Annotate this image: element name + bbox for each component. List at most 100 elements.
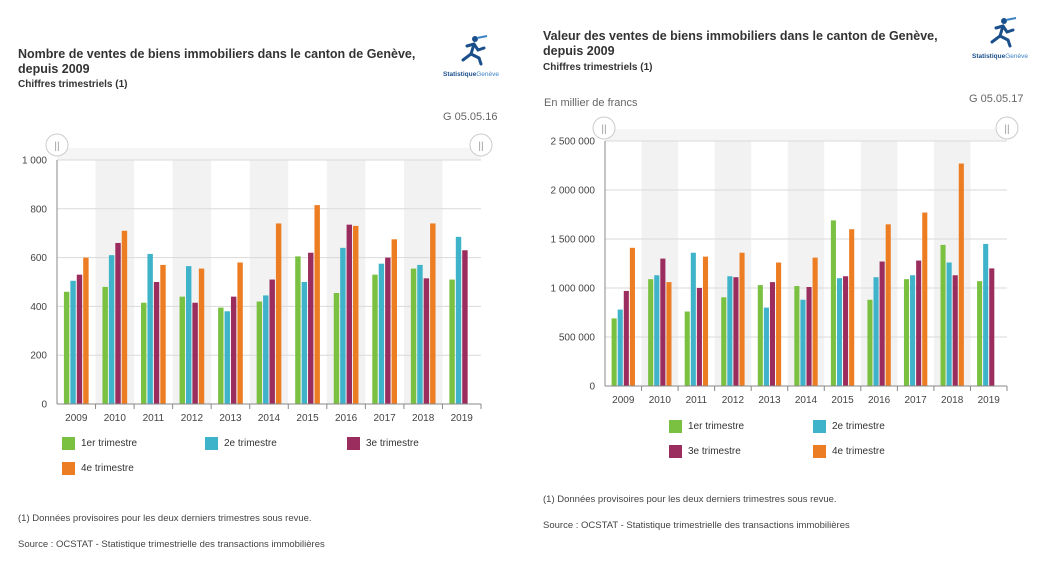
bar-1er-trimestre-2010[interactable] [648, 279, 654, 386]
bar-2e-trimestre-2017[interactable] [378, 263, 385, 404]
legend-item-3[interactable]: 3e trimestre [347, 436, 419, 450]
bar-2e-trimestre-2011[interactable] [147, 253, 153, 404]
bar-3e-trimestre-2019[interactable] [989, 268, 995, 386]
bar-3e-trimestre-2013[interactable] [769, 282, 776, 386]
bar-4e-trimestre-2013[interactable] [237, 262, 243, 404]
range-handle-left[interactable]: || [45, 133, 69, 157]
legend-item-4[interactable]: 4e trimestre [62, 461, 134, 475]
bar-3e-trimestre-2014[interactable] [806, 287, 812, 386]
bar-3e-trimestre-2018[interactable] [952, 275, 958, 386]
bar-1er-trimestre-2014[interactable] [256, 301, 263, 404]
bar-3e-trimestre-2009[interactable] [76, 274, 83, 404]
bar-3e-trimestre-2015[interactable] [843, 276, 849, 386]
legend-item-1[interactable]: 1er trimestre [62, 436, 137, 450]
bar-4e-trimestre-2018[interactable] [958, 163, 964, 386]
bar-3e-trimestre-2011[interactable] [696, 288, 702, 386]
bar-3e-trimestre-2013[interactable] [230, 296, 237, 404]
bar-1er-trimestre-2016[interactable] [333, 292, 340, 404]
bar-1er-trimestre-2018[interactable] [940, 244, 946, 386]
bar-3e-trimestre-2019[interactable] [462, 250, 468, 404]
bar-1er-trimestre-2016[interactable] [867, 299, 873, 386]
legend-item-4[interactable]: 4e trimestre [813, 444, 885, 458]
legend-item-2[interactable]: 2e trimestre [205, 436, 277, 450]
bar-1er-trimestre-2017[interactable] [903, 279, 910, 386]
bar-4e-trimestre-2010[interactable] [666, 282, 672, 386]
bar-2e-trimestre-2013[interactable] [763, 307, 769, 386]
bar-2e-trimestre-2017[interactable] [910, 275, 916, 386]
range-handle-right[interactable]: || [469, 133, 493, 157]
bar-4e-trimestre-2009[interactable] [629, 247, 635, 386]
legend-item-2[interactable]: 2e trimestre [813, 419, 885, 433]
bar-1er-trimestre-2012[interactable] [721, 297, 727, 386]
bar-2e-trimestre-2019[interactable] [455, 236, 462, 404]
bar-3e-trimestre-2016[interactable] [879, 261, 885, 386]
bar-3e-trimestre-2018[interactable] [423, 278, 430, 404]
bar-2e-trimestre-2019[interactable] [983, 243, 989, 386]
bar-2e-trimestre-2015[interactable] [301, 282, 308, 404]
bar-2e-trimestre-2009[interactable] [617, 309, 623, 386]
bar-4e-trimestre-2009[interactable] [83, 257, 89, 404]
bar-2e-trimestre-2013[interactable] [224, 311, 230, 404]
bar-1er-trimestre-2011[interactable] [141, 302, 147, 404]
bar-2e-trimestre-2010[interactable] [108, 255, 115, 404]
legend-item-1[interactable]: 1er trimestre [669, 419, 744, 433]
bar-2e-trimestre-2016[interactable] [873, 277, 879, 386]
bar-4e-trimestre-2014[interactable] [812, 257, 818, 386]
bar-2e-trimestre-2015[interactable] [836, 278, 843, 386]
bar-3e-trimestre-2010[interactable] [115, 242, 121, 404]
legend-item-3[interactable]: 3e trimestre [669, 444, 741, 458]
bar-1er-trimestre-2015[interactable] [830, 220, 836, 386]
bar-3e-trimestre-2015[interactable] [308, 252, 314, 404]
bar-4e-trimestre-2013[interactable] [776, 262, 782, 386]
bar-2e-trimestre-2009[interactable] [70, 280, 76, 404]
bar-3e-trimestre-2012[interactable] [733, 277, 739, 386]
bar-2e-trimestre-2018[interactable] [946, 262, 952, 386]
bar-3e-trimestre-2009[interactable] [623, 290, 629, 386]
bar-2e-trimestre-2011[interactable] [690, 252, 696, 386]
bar-4e-trimestre-2017[interactable] [922, 212, 928, 386]
bar-1er-trimestre-2009[interactable] [611, 318, 617, 386]
bar-1er-trimestre-2010[interactable] [102, 286, 108, 404]
bar-2e-trimestre-2012[interactable] [727, 276, 733, 386]
bar-2e-trimestre-2014[interactable] [800, 299, 806, 386]
bar-1er-trimestre-2009[interactable] [63, 291, 70, 404]
bar-4e-trimestre-2011[interactable] [160, 264, 166, 404]
bar-2e-trimestre-2010[interactable] [654, 275, 660, 386]
bar-2e-trimestre-2018[interactable] [417, 264, 423, 404]
bar-1er-trimestre-2017[interactable] [372, 274, 378, 404]
bar-3e-trimestre-2012[interactable] [192, 302, 198, 404]
bar-4e-trimestre-2010[interactable] [121, 230, 128, 404]
bar-4e-trimestre-2012[interactable] [739, 252, 745, 386]
bar-2e-trimestre-2012[interactable] [185, 266, 192, 404]
bar-3e-trimestre-2010[interactable] [660, 258, 666, 386]
bar-1er-trimestre-2014[interactable] [794, 286, 800, 386]
bar-4e-trimestre-2014[interactable] [275, 223, 282, 404]
bar-3e-trimestre-2016[interactable] [346, 224, 353, 404]
bar-4e-trimestre-2015[interactable] [849, 229, 855, 386]
bar-4e-trimestre-2016[interactable] [885, 224, 891, 386]
range-handle-right[interactable]: || [995, 116, 1019, 140]
year-band [172, 160, 212, 404]
bar-1er-trimestre-2015[interactable] [295, 256, 301, 404]
bar-3e-trimestre-2014[interactable] [269, 279, 275, 404]
range-handle-left[interactable]: || [592, 116, 616, 140]
bar-2e-trimestre-2016[interactable] [340, 247, 346, 404]
bar-1er-trimestre-2011[interactable] [684, 311, 690, 386]
bar-2e-trimestre-2014[interactable] [263, 295, 269, 404]
bar-4e-trimestre-2017[interactable] [391, 239, 397, 404]
bar-1er-trimestre-2013[interactable] [218, 307, 224, 404]
bar-4e-trimestre-2011[interactable] [702, 256, 709, 386]
bar-1er-trimestre-2019[interactable] [449, 279, 455, 404]
bar-3e-trimestre-2011[interactable] [153, 282, 160, 404]
bar-1er-trimestre-2013[interactable] [757, 285, 763, 386]
bar-1er-trimestre-2012[interactable] [179, 296, 185, 404]
bar-1er-trimestre-2019[interactable] [977, 281, 983, 386]
bar-1er-trimestre-2018[interactable] [410, 268, 417, 404]
bar-4e-trimestre-2016[interactable] [353, 225, 359, 404]
year-band [95, 160, 135, 404]
bar-3e-trimestre-2017[interactable] [916, 260, 922, 386]
bar-4e-trimestre-2015[interactable] [314, 205, 320, 404]
bar-3e-trimestre-2017[interactable] [385, 257, 391, 404]
bar-4e-trimestre-2012[interactable] [198, 268, 205, 404]
bar-4e-trimestre-2018[interactable] [430, 223, 436, 404]
